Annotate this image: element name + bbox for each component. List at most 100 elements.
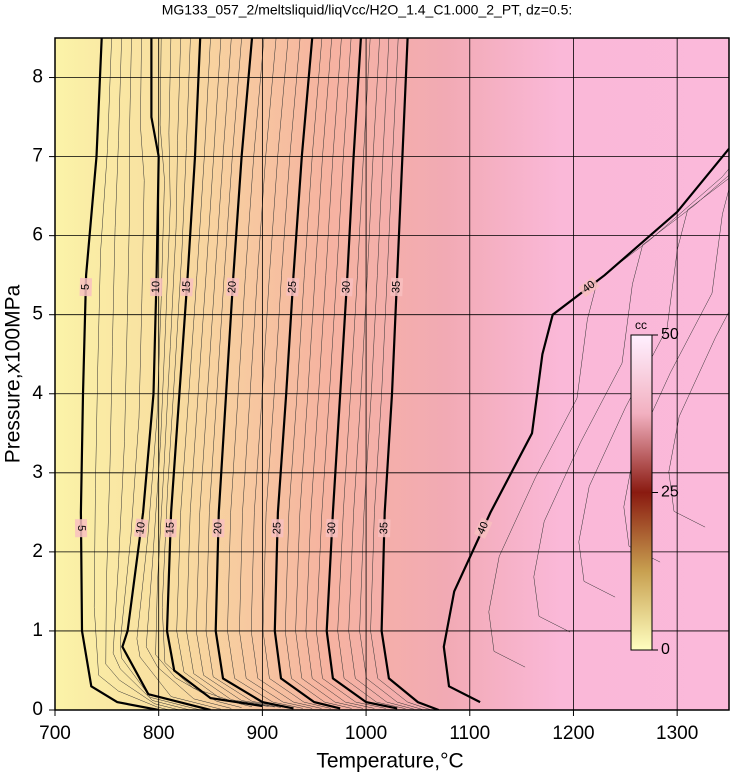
contour-label-group: 40	[578, 276, 600, 298]
minor-contour	[488, 168, 729, 668]
minor-contour	[533, 174, 729, 633]
contour-label-bg	[325, 518, 339, 538]
contour-label-bg	[286, 277, 300, 297]
contour-label-group: 30	[325, 518, 339, 538]
minor-contour	[145, 38, 232, 709]
y-tick-label: 4	[32, 383, 43, 404]
contour-label-bg	[74, 519, 88, 538]
contour-line	[165, 38, 263, 708]
contour-label-bg	[180, 277, 194, 297]
contour-label-bg	[150, 277, 163, 297]
contour-label: 40	[475, 520, 491, 536]
contour-label-group: 35	[390, 277, 404, 297]
minor-contour	[337, 38, 406, 709]
contour-line	[442, 148, 729, 704]
contour-label-group: 40	[474, 517, 493, 539]
minor-contours	[93, 38, 729, 710]
contour-label-group: 15	[164, 518, 177, 538]
contour-label-bg	[212, 519, 225, 538]
contour-label-group: 15	[180, 277, 194, 297]
contour-label: 35	[390, 281, 403, 294]
y-tick-label: 7	[32, 146, 43, 167]
minor-contour	[155, 38, 242, 708]
minor-contour	[284, 38, 352, 709]
contour-label-group: 10	[133, 518, 149, 538]
y-axis-label: Pressure,x100MPa	[2, 284, 25, 463]
contour-label: 40	[580, 278, 597, 295]
plot-frame	[54, 37, 730, 711]
minor-contour	[227, 38, 303, 709]
contour-label: 15	[164, 522, 176, 535]
contour-label-bg	[79, 277, 93, 297]
contour-label-bg	[226, 277, 240, 297]
minor-contour	[93, 38, 170, 710]
contour-label: 5	[75, 525, 87, 531]
contour-label-bg	[340, 277, 354, 297]
minor-contour	[316, 38, 386, 709]
y-tick-label: 8	[32, 67, 43, 88]
minor-contour	[370, 38, 431, 710]
contour-label-group: 20	[226, 277, 240, 297]
chart-title: MG133_057_2/meltsliquid/liqVcc/H2O_1.4_C…	[162, 2, 573, 18]
contour-label: 10	[134, 521, 147, 535]
minor-contour	[623, 187, 729, 563]
y-tick-label: 6	[32, 225, 43, 246]
minor-contour	[578, 177, 729, 598]
minor-contour	[120, 38, 201, 710]
y-tick-label: 1	[32, 620, 43, 641]
minor-contour	[186, 38, 275, 708]
contour-label-bg	[133, 518, 149, 538]
x-tick-label: 1000	[345, 723, 387, 744]
y-tick-label: 5	[32, 304, 43, 325]
minor-contour	[195, 38, 282, 708]
contour-label: 25	[286, 281, 299, 294]
contour-line	[273, 38, 341, 710]
contour-label: 25	[271, 522, 283, 535]
contour-label: 35	[378, 522, 390, 535]
x-tick-label: 800	[143, 723, 175, 744]
colorbar-label: cc	[635, 318, 647, 332]
contour-label-group: 30	[340, 277, 354, 297]
x-axis-label: Temperature,°C	[316, 750, 463, 773]
minor-contour	[359, 38, 423, 710]
contour-label-bg	[390, 277, 404, 297]
colorbar-tick-label: 0	[661, 641, 670, 658]
x-tick-label: 1300	[656, 723, 698, 744]
contour-line	[380, 38, 440, 710]
minor-contour	[305, 38, 375, 709]
contour-label: 15	[180, 281, 193, 294]
colorbar	[630, 334, 653, 651]
colorbar-tick-label: 25	[661, 484, 679, 501]
minor-contour	[668, 311, 729, 528]
minor-contour	[250, 38, 322, 709]
x-tick-label: 1100	[449, 723, 490, 744]
contour-label-bg	[271, 519, 284, 538]
contour-label-group: 25	[271, 519, 284, 538]
colorbar-tick-label: 50	[661, 326, 679, 343]
contour-label-bg	[164, 518, 177, 538]
contour-label: 20	[212, 522, 224, 535]
contour-line	[79, 38, 159, 710]
x-tick-label: 1200	[552, 723, 594, 744]
y-tick-label: 2	[32, 541, 43, 562]
x-tick-label: 900	[247, 723, 279, 744]
minor-contour	[348, 38, 414, 710]
contour-label-group: 35	[378, 519, 391, 538]
contour-label-group: 5	[79, 277, 93, 297]
contour-label: 5	[80, 284, 92, 290]
contour-label-group: 10	[150, 277, 163, 297]
contour-label: 10	[150, 281, 162, 294]
minor-contour	[239, 38, 313, 709]
contour-label-group: 20	[212, 519, 225, 538]
contour-label-bg	[578, 276, 600, 298]
contour-label-group: 25	[286, 277, 300, 297]
contour-line	[214, 38, 294, 710]
contour-label: 30	[340, 281, 353, 294]
contour-label-bg	[474, 517, 493, 539]
minor-contour	[136, 38, 221, 710]
contour-label-bg	[378, 519, 391, 538]
y-tick-label: 0	[32, 699, 43, 720]
y-tick-label: 3	[32, 462, 43, 483]
contour-label: 30	[326, 522, 339, 535]
